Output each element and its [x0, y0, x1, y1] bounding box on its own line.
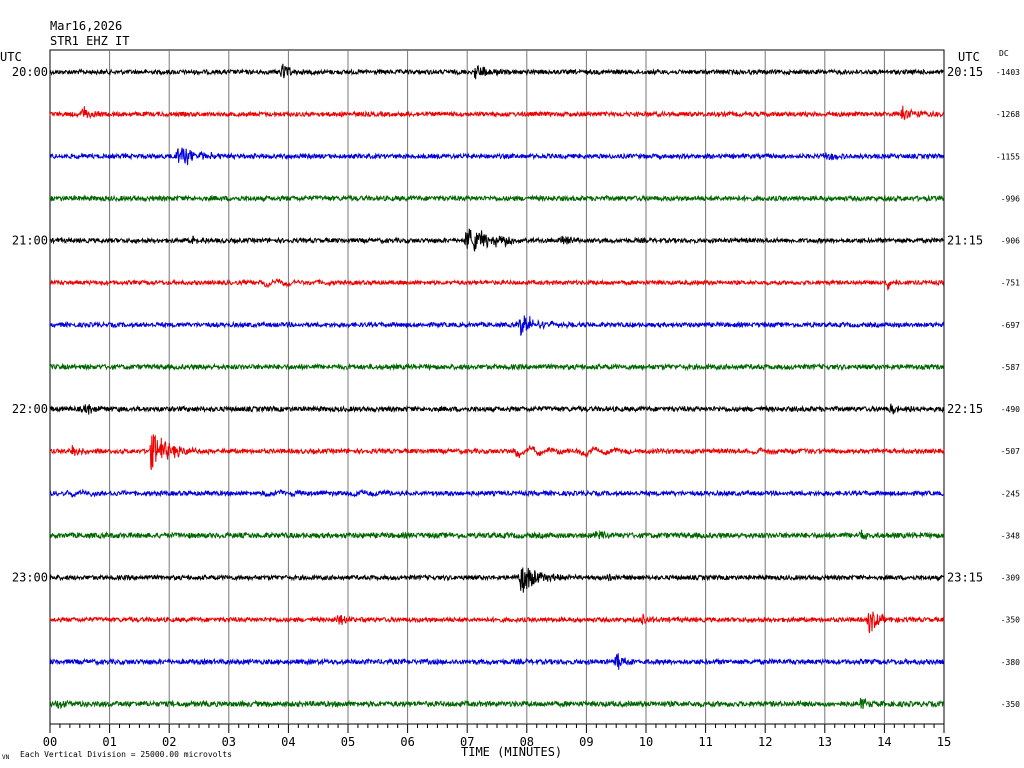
x-tick-label: 03 [222, 735, 236, 749]
trace-line-10 [49, 488, 945, 499]
trace-line-11 [49, 529, 945, 540]
trace-line-5 [49, 278, 945, 291]
trace-line-8 [49, 403, 945, 415]
dc-value: -490 [1001, 405, 1020, 414]
right-time-label: 21:15 [947, 234, 983, 248]
x-tick-label: 07 [460, 735, 474, 749]
x-tick-label: 11 [698, 735, 712, 749]
x-tick-label: 10 [639, 735, 653, 749]
chart-date: Mar16,2026 [50, 19, 123, 33]
x-tick-label: 13 [818, 735, 832, 749]
trace-line-9 [49, 434, 945, 470]
x-tick-label: 12 [758, 735, 772, 749]
trace-line-3 [49, 194, 945, 203]
dc-value: -587 [1001, 363, 1020, 372]
dc-value: -507 [1001, 447, 1020, 456]
x-tick-label: 06 [400, 735, 414, 749]
x-tick-label: 01 [102, 735, 116, 749]
x-tick-label: 09 [579, 735, 593, 749]
x-tick-label: 05 [341, 735, 355, 749]
x-axis-ticks: 00 01 02 03 04 05 06 07 08 09 10 11 12 13 14 15 [43, 724, 951, 749]
scale-footnote: Each Vertical Division = 25000.00 microv… [20, 750, 232, 759]
logo-text: VN [2, 754, 10, 761]
left-time-label: 20:00 [12, 65, 48, 79]
left-time-label: 21:00 [12, 234, 48, 248]
left-time-label: 22:00 [12, 402, 48, 416]
dc-value: -751 [1001, 279, 1020, 288]
trace-labels: 20:00 20:15 -1403 -1268 -1155 -996 21:00 21:15 -… [12, 65, 1020, 709]
dc-value: -906 [1001, 237, 1020, 246]
dc-value: -1403 [996, 68, 1020, 77]
right-time-label: 22:15 [947, 402, 983, 416]
dc-value: -350 [1001, 700, 1020, 709]
dc-value: -380 [1001, 658, 1020, 667]
dc-value: -309 [1001, 574, 1020, 583]
x-axis-label: TIME (MINUTES) [461, 745, 563, 759]
dc-value: -245 [1001, 489, 1020, 498]
dc-value: -697 [1001, 321, 1020, 330]
trace-line-0 [49, 63, 945, 80]
dc-value: -996 [1001, 194, 1020, 203]
x-tick-label: 04 [281, 735, 295, 749]
dc-label: DC [999, 49, 1009, 58]
trace-line-12 [49, 567, 945, 593]
right-time-label: 20:15 [947, 65, 983, 79]
trace-line-15 [49, 697, 945, 710]
utc-left-label: UTC [0, 50, 22, 64]
trace-line-14 [49, 653, 945, 670]
trace-line-2 [49, 147, 945, 166]
x-tick-label: 15 [937, 735, 951, 749]
right-time-label: 23:15 [947, 571, 983, 585]
trace-line-7 [49, 362, 945, 372]
dc-value: -350 [1001, 616, 1020, 625]
utc-right-label: UTC [958, 50, 980, 64]
left-time-label: 23:00 [12, 571, 48, 585]
x-tick-label: 14 [877, 735, 891, 749]
station-code: STR1 EHZ IT [50, 34, 130, 48]
seismic-traces [49, 63, 945, 710]
trace-line-1 [49, 105, 945, 121]
trace-line-4 [49, 228, 945, 252]
dc-value: -1155 [996, 152, 1020, 161]
x-tick-label: 08 [520, 735, 534, 749]
dc-value: -348 [1001, 531, 1020, 540]
dc-value: -1268 [996, 110, 1020, 119]
trace-line-6 [49, 315, 945, 336]
x-tick-label: 02 [162, 735, 176, 749]
chart-grid [49, 49, 945, 725]
trace-line-13 [49, 611, 945, 634]
x-tick-label: 00 [43, 735, 57, 749]
